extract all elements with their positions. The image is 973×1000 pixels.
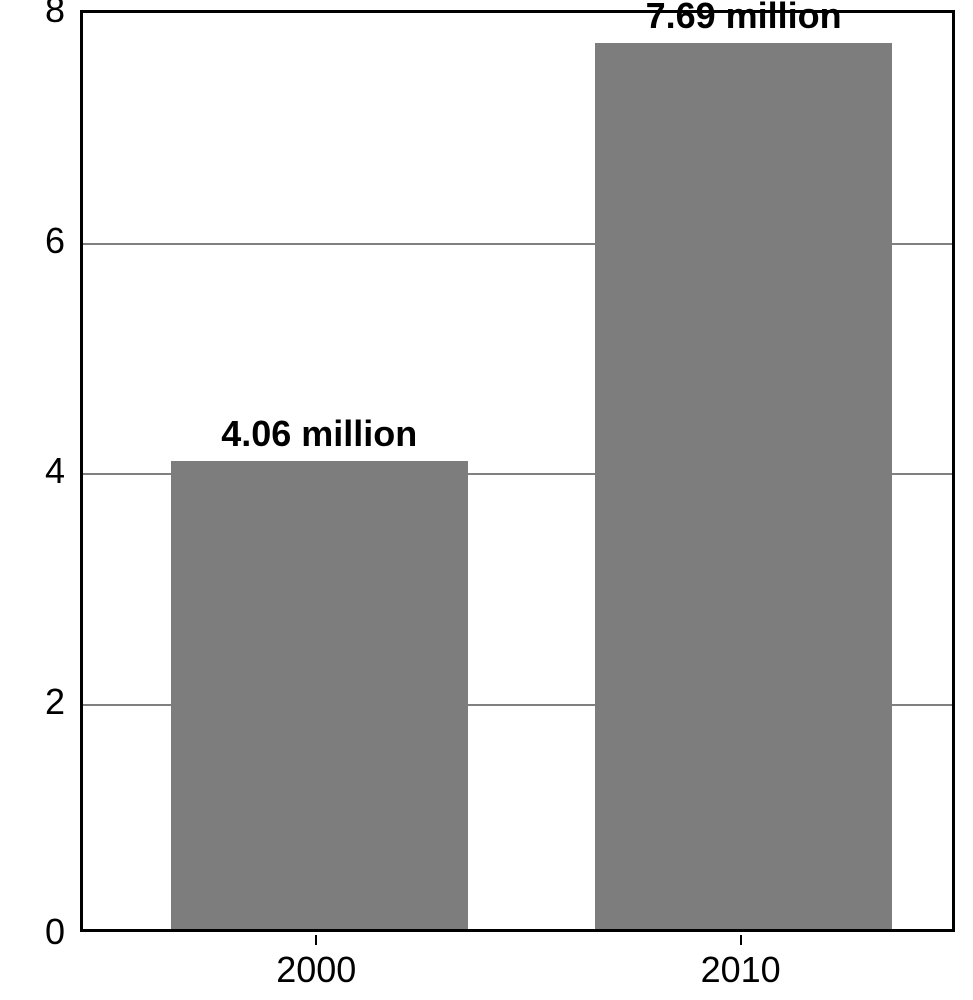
- bar: [171, 461, 469, 929]
- x-tick-mark: [740, 935, 742, 945]
- bar-value-label: 4.06 million: [221, 413, 417, 455]
- x-tick-mark: [315, 935, 317, 945]
- bar-value-label: 7.69 million: [646, 0, 842, 37]
- y-tick-label: 2: [0, 681, 65, 723]
- y-tick-label: 0: [0, 911, 65, 953]
- plot-area: 4.06 million7.69 million: [80, 10, 955, 932]
- y-tick-label: 6: [0, 220, 65, 262]
- x-tick-label: 2010: [701, 949, 781, 991]
- bar: [595, 43, 893, 929]
- bar-chart: 4.06 million7.69 million 0246820002010: [0, 0, 973, 1000]
- y-tick-label: 8: [0, 0, 65, 31]
- x-tick-label: 2000: [276, 949, 356, 991]
- y-tick-label: 4: [0, 450, 65, 492]
